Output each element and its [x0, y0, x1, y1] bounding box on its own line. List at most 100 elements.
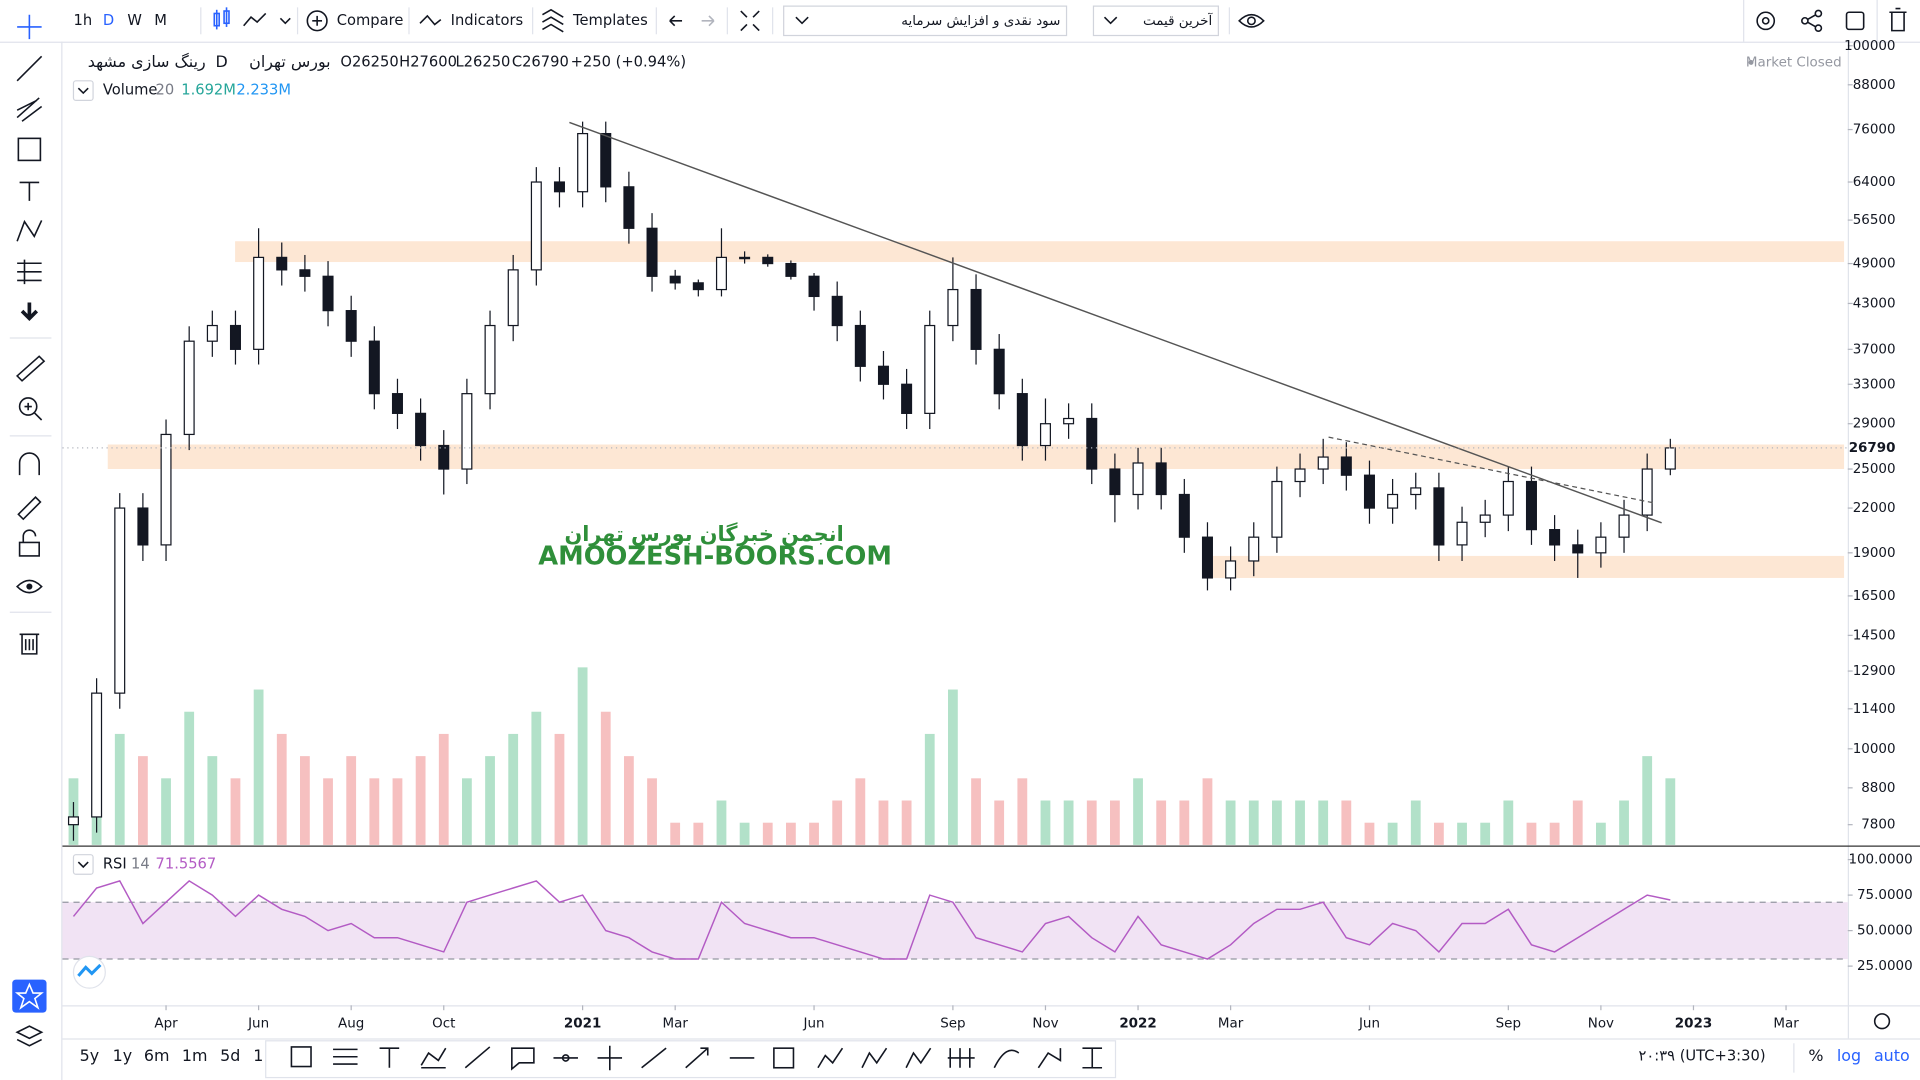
- candle-body: [1410, 487, 1422, 496]
- volume-bar: [1202, 778, 1213, 845]
- x-tick-label: Mar: [1773, 1017, 1799, 1032]
- volume-bar: [624, 756, 634, 845]
- candle-body: [91, 692, 103, 818]
- volume-bar: [1295, 800, 1305, 845]
- volume-bar: [1318, 800, 1329, 845]
- percent-toggle[interactable]: %: [1808, 1046, 1823, 1065]
- candle-body: [762, 256, 774, 265]
- volume-bar: [415, 756, 426, 845]
- dropdown-arrow[interactable]: [279, 17, 291, 25]
- range-button[interactable]: 5y: [80, 1046, 100, 1065]
- interval-button[interactable]: D: [103, 12, 114, 29]
- candle-body: [1340, 456, 1352, 476]
- price-source-dropdown[interactable]: [1092, 5, 1219, 37]
- range-button[interactable]: 1: [253, 1046, 263, 1065]
- candle-body: [415, 412, 427, 447]
- volume-bar: [809, 822, 819, 845]
- interval-button[interactable]: W: [127, 12, 142, 29]
- range-button[interactable]: 1m: [182, 1046, 208, 1065]
- settings-button[interactable]: [1756, 11, 1776, 31]
- interval-button[interactable]: 1h: [73, 12, 92, 29]
- interval-button[interactable]: M: [154, 12, 167, 29]
- range-button[interactable]: 5d: [220, 1046, 240, 1065]
- trendline[interactable]: [1328, 436, 1656, 504]
- log-toggle[interactable]: log: [1837, 1046, 1861, 1065]
- volume-bar: [1086, 800, 1097, 845]
- templates-icon[interactable]: [542, 8, 564, 33]
- zoom-tool[interactable]: [18, 397, 38, 416]
- icon-tool[interactable]: [20, 302, 39, 321]
- zone[interactable]: [235, 241, 1845, 263]
- collapse-button[interactable]: [72, 854, 94, 875]
- rsi-length: 14: [131, 855, 150, 872]
- dropdown-label: سود نقدی و افزایش سرمایه: [901, 14, 1060, 29]
- volume-bar: [901, 800, 912, 845]
- candle-body: [276, 256, 288, 271]
- y-tick-label: 29000: [1853, 417, 1896, 432]
- volume-bar: [600, 711, 611, 845]
- fullscreen-button[interactable]: [740, 10, 760, 32]
- shape-tool[interactable]: [17, 137, 42, 162]
- y-tick-label: 64000: [1853, 175, 1896, 190]
- volume-bar: [508, 733, 519, 845]
- snapshot-button[interactable]: [1845, 11, 1865, 31]
- trendline-tool[interactable]: [16, 55, 43, 82]
- line-type-button[interactable]: [243, 12, 267, 27]
- indicators-button[interactable]: Indicators: [451, 12, 524, 29]
- lock-drawing-tool[interactable]: [17, 496, 42, 521]
- zone[interactable]: [1209, 555, 1845, 578]
- pattern-tool[interactable]: [16, 219, 43, 242]
- candle-body: [507, 269, 519, 327]
- candle-body: [970, 288, 982, 350]
- volume-bar: [577, 667, 588, 845]
- undo-button[interactable]: [669, 15, 683, 27]
- y-tick-label: 100000: [1844, 39, 1895, 54]
- dividend-dropdown[interactable]: [783, 5, 1068, 37]
- share-button[interactable]: [1801, 9, 1823, 33]
- hide-tool[interactable]: [16, 579, 43, 594]
- indicators-icon[interactable]: [419, 14, 442, 26]
- compare-icon[interactable]: [306, 10, 328, 32]
- volume-bar: [1549, 822, 1560, 845]
- prediction-tool[interactable]: [17, 259, 42, 285]
- compare-button[interactable]: Compare: [337, 12, 404, 29]
- axis-settings-button[interactable]: [1873, 1013, 1891, 1030]
- lock-tool[interactable]: [18, 541, 40, 557]
- volume-bar: [114, 733, 125, 845]
- x-tick-label: 2022: [1119, 1017, 1156, 1032]
- delete-tool[interactable]: [19, 633, 40, 655]
- magnet-tool[interactable]: [18, 452, 40, 476]
- pitchfork-tool[interactable]: [16, 97, 43, 122]
- range-button[interactable]: 1y: [113, 1046, 133, 1065]
- ohlc-value: L26250: [456, 53, 511, 70]
- volume-bar: [1387, 822, 1398, 845]
- volume-bar: [1040, 800, 1051, 845]
- remove-button[interactable]: [1889, 7, 1907, 32]
- candle-body: [1063, 417, 1075, 425]
- y-tick-label: 7800: [1861, 818, 1895, 833]
- redo-button[interactable]: [701, 15, 715, 27]
- crosshair-tool[interactable]: [17, 14, 42, 40]
- candle-body: [438, 444, 450, 470]
- templates-button[interactable]: Templates: [572, 12, 648, 29]
- chart-type-button[interactable]: [213, 7, 230, 30]
- volume-bar: [1642, 756, 1653, 845]
- candle-body: [739, 256, 751, 260]
- x-tick-label: 2021: [564, 1017, 601, 1032]
- text-tool[interactable]: [19, 181, 40, 201]
- collapse-button[interactable]: [72, 80, 94, 102]
- zone[interactable]: [107, 444, 1845, 469]
- price-layer: [67, 121, 1676, 841]
- visibility-button[interactable]: [1238, 13, 1265, 28]
- range-button[interactable]: 6m: [144, 1046, 170, 1065]
- candle-body: [206, 324, 218, 342]
- measure-tool[interactable]: [15, 355, 46, 382]
- candle-body: [553, 181, 565, 193]
- watchlist-button[interactable]: [12, 979, 47, 1013]
- auto-toggle[interactable]: auto: [1874, 1046, 1910, 1065]
- drawing-tool-icons[interactable]: [290, 1045, 1103, 1071]
- layers-button[interactable]: [15, 1025, 44, 1047]
- trendline[interactable]: [569, 121, 1662, 524]
- volume-bar: [855, 778, 866, 845]
